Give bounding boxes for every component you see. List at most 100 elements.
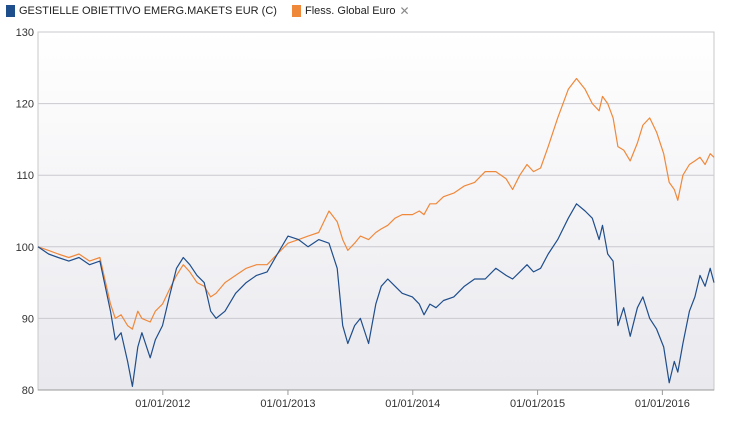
data-point-s1-13 — [141, 318, 142, 319]
data-point-s1-43 — [381, 228, 382, 229]
x-tick-label-0: 01/01/2012 — [135, 398, 190, 410]
data-point-s1-37 — [342, 239, 343, 240]
data-point-s1-83 — [674, 189, 675, 190]
chart-area: 80 90 100 110 120 130 01/01/2012 01/01/2013 01/0… — [0, 22, 730, 423]
data-point-s1-59 — [512, 189, 513, 190]
legend-swatch-series-0 — [6, 5, 15, 17]
data-point-s0-85 — [682, 343, 683, 344]
data-point-s1-64 — [548, 146, 549, 147]
data-point-s0-66 — [568, 218, 569, 219]
data-point-s1-53 — [453, 192, 454, 193]
data-point-s0-32 — [298, 239, 299, 240]
series-line-0 — [37, 203, 715, 387]
data-point-s0-21 — [196, 275, 197, 276]
data-point-s0-76 — [630, 336, 631, 337]
data-point-s0-61 — [526, 264, 527, 265]
data-point-s1-2 — [58, 253, 59, 254]
legend-swatch-series-1 — [292, 5, 301, 17]
data-point-s1-73 — [612, 117, 613, 118]
legend-label-series-0: GESTIELLE OBIETTIVO EMERG.MAKETS EUR (C) — [19, 5, 277, 17]
data-point-s1-39 — [354, 243, 355, 244]
data-point-s0-70 — [598, 239, 599, 240]
series-line-1 — [37, 77, 715, 330]
data-point-s0-17 — [169, 296, 170, 297]
data-point-s1-60 — [519, 175, 520, 176]
data-point-s1-36 — [337, 221, 338, 222]
data-point-s1-63 — [540, 167, 541, 168]
data-point-s1-8 — [115, 318, 116, 319]
close-icon[interactable]: ✕ — [399, 4, 410, 18]
data-point-s1-15 — [155, 311, 156, 312]
data-point-s0-69 — [592, 218, 593, 219]
data-point-s1-65 — [557, 117, 558, 118]
data-point-s1-79 — [649, 117, 650, 118]
data-point-s1-91 — [713, 157, 714, 158]
data-point-s0-28 — [256, 275, 257, 276]
data-point-s1-75 — [623, 149, 624, 150]
data-point-s1-88 — [699, 157, 700, 158]
data-point-s0-58 — [505, 275, 506, 276]
data-point-s1-3 — [68, 257, 69, 258]
data-point-s1-44 — [387, 225, 388, 226]
data-point-s1-28 — [256, 264, 257, 265]
data-point-s0-10 — [127, 361, 128, 362]
data-point-s1-9 — [120, 314, 121, 315]
data-point-s0-29 — [266, 271, 267, 272]
data-point-s0-7 — [110, 311, 111, 312]
data-point-s1-18 — [176, 275, 177, 276]
data-point-s0-49 — [423, 314, 424, 315]
legend-label-series-1: Fless. Global Euro — [305, 5, 396, 17]
data-point-s0-74 — [617, 325, 618, 326]
data-point-s1-6 — [99, 257, 100, 258]
data-point-s0-50 — [429, 303, 430, 304]
legend-item-series-1[interactable]: Fless. Global Euro ✕ — [292, 4, 410, 18]
data-point-s0-54 — [464, 286, 465, 287]
data-point-s1-51 — [435, 203, 436, 204]
data-point-s1-77 — [637, 142, 638, 143]
data-point-s0-71 — [602, 225, 603, 226]
data-point-s0-56 — [485, 278, 486, 279]
x-tick-label-2: 01/01/2014 — [385, 398, 440, 410]
data-point-s1-40 — [360, 235, 361, 236]
data-point-s1-56 — [485, 171, 486, 172]
data-point-s0-47 — [412, 296, 413, 297]
data-point-s0-14 — [150, 357, 151, 358]
data-point-s1-20 — [189, 271, 190, 272]
data-point-s1-84 — [677, 200, 678, 201]
data-point-s1-23 — [210, 296, 211, 297]
data-point-s0-82 — [669, 382, 670, 383]
data-point-s1-71 — [602, 96, 603, 97]
data-point-s1-69 — [592, 103, 593, 104]
data-point-s1-35 — [328, 210, 329, 211]
data-point-s1-41 — [368, 239, 369, 240]
data-point-s1-74 — [617, 146, 618, 147]
data-point-s0-30 — [277, 253, 278, 254]
y-tick-label-0: 80 — [22, 385, 34, 397]
data-point-s1-50 — [429, 203, 430, 204]
data-point-s0-41 — [368, 343, 369, 344]
legend-item-series-0[interactable]: GESTIELLE OBIETTIVO EMERG.MAKETS EUR (C) — [6, 4, 277, 18]
data-point-s0-63 — [540, 268, 541, 269]
data-point-s0-44 — [387, 278, 388, 279]
data-point-s1-58 — [505, 178, 506, 179]
y-tick-label-2: 100 — [16, 242, 34, 254]
data-point-s0-91 — [713, 282, 714, 283]
data-point-s1-21 — [196, 282, 197, 283]
data-point-s0-20 — [189, 264, 190, 265]
data-point-s1-46 — [402, 214, 403, 215]
data-point-s0-64 — [548, 253, 549, 254]
data-point-s0-77 — [637, 307, 638, 308]
data-point-s1-61 — [526, 164, 527, 165]
data-point-s1-12 — [137, 311, 138, 312]
data-point-s1-54 — [464, 185, 465, 186]
data-point-s0-45 — [394, 286, 395, 287]
data-point-s0-2 — [58, 257, 59, 258]
data-point-s0-86 — [689, 311, 690, 312]
data-point-s0-80 — [656, 328, 657, 329]
data-point-s0-59 — [512, 278, 513, 279]
data-point-s1-19 — [183, 264, 184, 265]
y-tick-label-1: 90 — [22, 313, 34, 325]
data-point-s0-38 — [347, 343, 348, 344]
data-point-s1-52 — [443, 196, 444, 197]
data-point-s0-22 — [204, 282, 205, 283]
